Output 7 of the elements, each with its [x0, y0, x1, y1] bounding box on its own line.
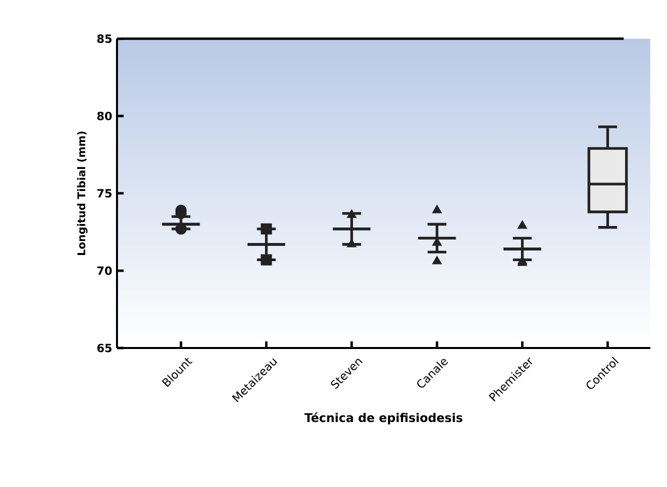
y-tick-label: 70: [97, 266, 112, 275]
y-tick-label: 65: [97, 344, 112, 352]
y-tick-label: 85: [97, 34, 112, 43]
x-axis-title: Técnica de epifisiodesis: [304, 412, 462, 424]
y-tick-label: 80: [97, 112, 112, 120]
y-tick-label: 75: [97, 189, 112, 198]
y-axis-title: Longitud Tibial (mm): [77, 132, 88, 256]
